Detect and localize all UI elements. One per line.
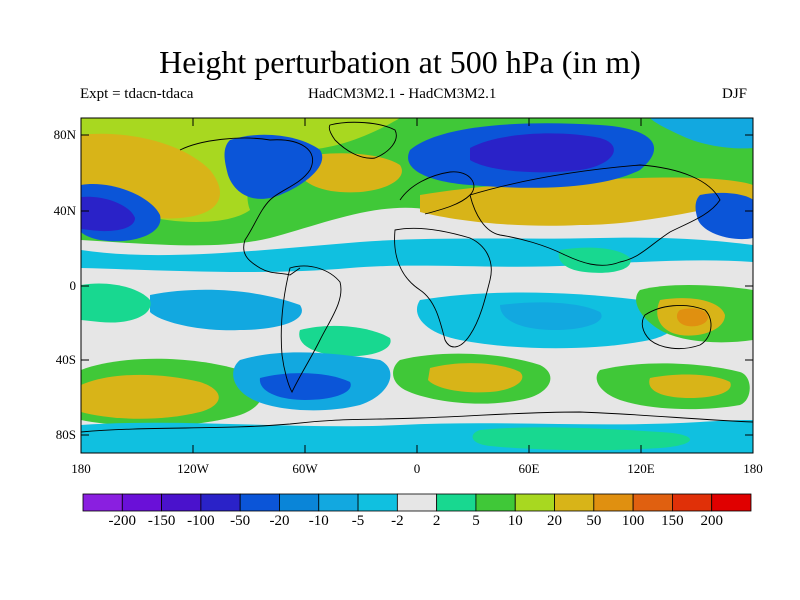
southeast-asia-positive bbox=[558, 247, 631, 273]
asia-coast bbox=[469, 164, 721, 266]
colorbar-swatch bbox=[672, 493, 713, 512]
colorbar-tick-label: 150 bbox=[661, 513, 684, 529]
axis-ticks bbox=[80, 118, 754, 453]
canada-low bbox=[224, 134, 323, 199]
colorbar-swatch bbox=[554, 493, 595, 512]
antarctic-positive bbox=[472, 427, 690, 451]
pacific-low-core bbox=[81, 196, 135, 232]
lon-label-180-east: 180 bbox=[743, 461, 763, 476]
colorbar-swatch bbox=[279, 493, 320, 512]
colorbar-tick-label: -10 bbox=[308, 513, 329, 529]
colorbar-tick-label: -100 bbox=[187, 513, 215, 529]
colorbar-tick-label: 100 bbox=[621, 513, 645, 529]
colorbar-swatch bbox=[239, 493, 280, 512]
west-pacific-low bbox=[695, 192, 753, 240]
colorbar-tick-label: -5 bbox=[351, 513, 365, 529]
colorbar-swatch bbox=[161, 493, 202, 512]
colorbar-swatch bbox=[593, 493, 634, 512]
australia-high-core bbox=[676, 308, 708, 327]
colorbar-swatch bbox=[396, 493, 438, 512]
lat-label-40s: 40S bbox=[55, 352, 76, 367]
southern-atlantic-high-core bbox=[428, 363, 523, 393]
east-pacific-positive bbox=[81, 283, 151, 323]
antarctica-coast bbox=[81, 411, 753, 433]
colorbar bbox=[82, 493, 752, 512]
experiment-label: Expt = tdacn-tdaca bbox=[80, 86, 194, 102]
lon-label-60w: 60W bbox=[292, 461, 318, 476]
lon-label-120w: 120W bbox=[177, 461, 209, 476]
colorbar-swatch bbox=[632, 493, 673, 512]
coastlines bbox=[81, 121, 753, 433]
colorbar-swatch bbox=[514, 493, 555, 512]
south-america-coast bbox=[280, 265, 342, 393]
indian-ocean-low-core bbox=[500, 302, 602, 330]
lat-label-80s: 80S bbox=[55, 427, 76, 442]
colorbar-swatch bbox=[200, 493, 241, 512]
southern-indian-high-core bbox=[649, 374, 731, 398]
lon-label-120e: 120E bbox=[627, 461, 655, 476]
lat-label-80n: 80N bbox=[53, 127, 76, 142]
colorbar-swatch bbox=[318, 493, 359, 512]
colorbar-tick-label: 2 bbox=[432, 513, 441, 529]
south-atlantic-positive bbox=[299, 325, 391, 357]
lat-label-0: 0 bbox=[69, 278, 77, 293]
colorbar-swatch bbox=[711, 493, 752, 512]
colorbar-swatch bbox=[475, 493, 516, 512]
colorbar-tick-label: -200 bbox=[108, 513, 137, 529]
colorbar-swatch bbox=[436, 493, 477, 512]
colorbar-tick-label: -150 bbox=[147, 513, 176, 529]
model-comparison-label: HadCM3M2.1 - HadCM3M2.1 bbox=[308, 86, 497, 102]
colorbar-swatch bbox=[357, 493, 398, 512]
colorbar-swatch bbox=[121, 493, 162, 512]
colorbar-tick-label: 5 bbox=[472, 513, 480, 529]
southern-pacific-high-core bbox=[81, 374, 219, 419]
figure-title: Height perturbation at 500 hPa (in m) bbox=[159, 44, 641, 80]
europe-coast bbox=[399, 171, 475, 215]
colorbar-tick-label: -20 bbox=[269, 513, 290, 529]
eurasia-high bbox=[420, 177, 753, 226]
contour-field bbox=[81, 118, 753, 453]
colorbar-swatch bbox=[82, 493, 123, 512]
lon-label-0: 0 bbox=[413, 461, 421, 476]
lon-label-60e: 60E bbox=[518, 461, 540, 476]
australia-coast bbox=[641, 305, 712, 350]
colorbar-tick-label: 20 bbox=[547, 513, 563, 529]
colorbar-tick-label: 10 bbox=[507, 513, 523, 529]
eurasia-low-core bbox=[470, 133, 614, 173]
greenland-coast bbox=[328, 121, 397, 159]
lat-label-40n: 40N bbox=[53, 203, 76, 218]
southern-low-core bbox=[259, 373, 351, 400]
colorbar-tick-label: -2 bbox=[391, 513, 404, 529]
north-america-coast bbox=[179, 137, 313, 276]
colorbar-tick-label: -50 bbox=[230, 513, 251, 529]
colorbar-tick-label: 200 bbox=[700, 513, 723, 529]
season-label: DJF bbox=[722, 86, 748, 102]
south-pacific-low bbox=[150, 289, 302, 331]
africa-coast bbox=[394, 227, 492, 348]
north-atlantic-high bbox=[297, 153, 402, 193]
colorbar-tick-label: 50 bbox=[586, 513, 602, 529]
lon-label-180-west: 180 bbox=[71, 461, 91, 476]
arctic-low-edge bbox=[650, 118, 753, 149]
